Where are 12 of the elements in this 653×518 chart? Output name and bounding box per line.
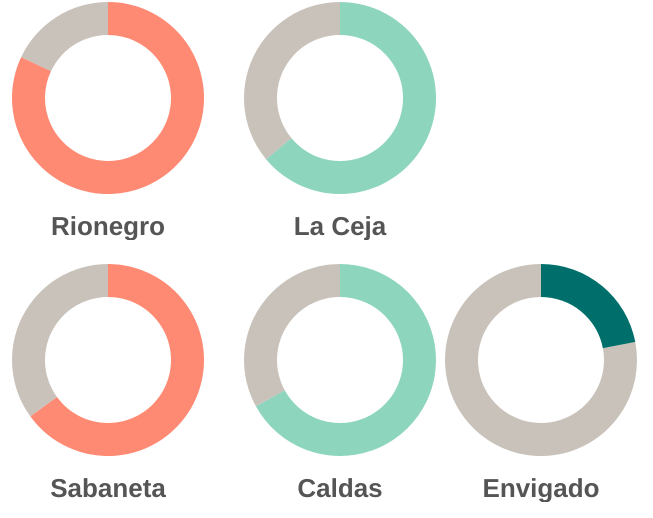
- donut-slice: [445, 264, 637, 456]
- donut-slice: [244, 264, 340, 406]
- donut-slice: [12, 264, 108, 416]
- text: Sabaneta: [50, 473, 166, 503]
- donut-slice: [256, 264, 436, 456]
- donut-slice: [30, 264, 204, 456]
- donut-slice: [21, 2, 108, 72]
- donut-slice: [12, 2, 204, 194]
- donut-slice: [244, 2, 340, 160]
- donut-slice: [266, 2, 436, 194]
- text: Caldas: [297, 473, 383, 503]
- donut-slice: [541, 264, 636, 348]
